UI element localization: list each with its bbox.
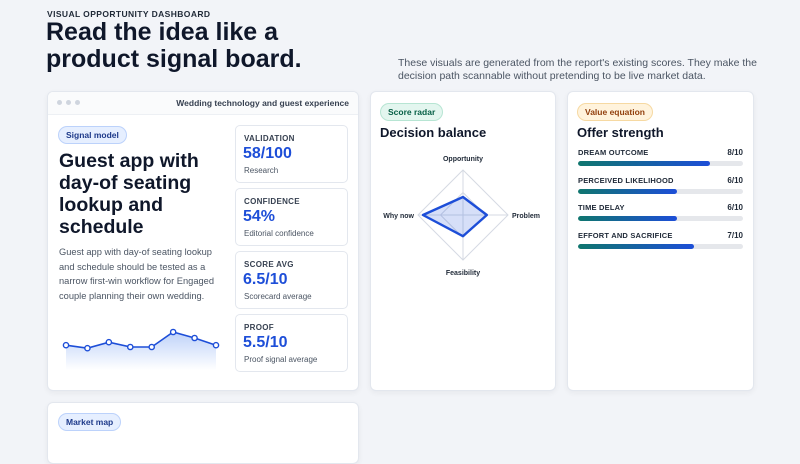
- metric-sub: Research: [244, 166, 279, 175]
- metric-card: SCORE AVG 6.5/10 Scorecard average: [235, 251, 348, 309]
- bar: [578, 216, 677, 221]
- window-dot: [57, 100, 62, 105]
- eyebrow: VISUAL OPPORTUNITY DASHBOARD: [47, 9, 211, 19]
- metric-value: 6.5/10: [243, 271, 288, 288]
- metric-value: 58/100: [243, 145, 292, 162]
- window-bar: Wedding technology and guest experience: [48, 92, 358, 115]
- metric-value: 5.5/10: [243, 334, 288, 351]
- bar-label: DREAM OUTCOME: [578, 148, 649, 157]
- page-title: Read the idea like a product signal boar…: [46, 18, 302, 73]
- metric-card: CONFIDENCE 54% Editorial confidence: [235, 188, 348, 246]
- value-label: 6/10: [727, 203, 743, 212]
- spark-point: [105, 338, 113, 346]
- spark-line: [65, 331, 217, 350]
- bar: [578, 243, 694, 249]
- pill: Market map: [58, 413, 122, 431]
- window-dot: [66, 100, 71, 105]
- value-card: Value equation Offer strength DREAM OUTC…: [567, 91, 754, 391]
- spark-point: [126, 343, 134, 351]
- market-card: Market map: [47, 402, 359, 464]
- window-title: Wedding technology and guest experience: [176, 98, 349, 108]
- bar-track: [578, 216, 743, 221]
- metric-label: SCORE AVG: [244, 260, 294, 269]
- pill: Signal model: [58, 126, 127, 144]
- metric-sub: Scorecard average: [244, 292, 312, 301]
- bar-track: [578, 161, 743, 166]
- spark-point: [191, 334, 198, 342]
- metric-label: CONFIDENCE: [244, 197, 300, 206]
- spark-point: [148, 343, 156, 351]
- value-label: 8/10: [727, 148, 743, 157]
- card-title: Decision balance: [380, 125, 487, 140]
- bar: [578, 188, 677, 194]
- bar-label: TIME DELAY: [578, 203, 625, 212]
- bar-track: [578, 188, 743, 194]
- page: {"header": {"eyebrow": "VISUAL OPPORTUNI…: [46, 9, 757, 464]
- radar-label: Feasibility: [446, 270, 480, 277]
- bar-label: PERCEIVED LIKELIHOOD: [578, 175, 674, 185]
- metric-card: VALIDATION 58/100 Research: [235, 125, 348, 183]
- pill: Value equation: [577, 103, 653, 121]
- bar-label: EFFORT AND SACRIFICE: [578, 230, 673, 240]
- metric-label: PROOF: [244, 323, 274, 332]
- radar-shape: [421, 195, 489, 238]
- bar-track: [578, 243, 743, 249]
- value-label: 6/10: [727, 175, 743, 185]
- radar-label: Why now: [383, 213, 414, 220]
- spark-point: [62, 341, 70, 349]
- sparkline: [62, 328, 220, 370]
- metric-value: 54%: [243, 208, 276, 225]
- metric-label: VALIDATION: [244, 134, 295, 143]
- metric-card: PROOF 5.5/10 Proof signal average: [235, 314, 348, 372]
- radar-chart: Opportunity Problem Feasibility Why now: [383, 156, 540, 277]
- spark-point: [212, 341, 220, 349]
- radar-label: Problem: [512, 213, 540, 220]
- metric-sub: Editorial confidence: [244, 229, 314, 238]
- description: These visuals are generated from the rep…: [398, 57, 757, 82]
- body-text: Guest app with day-of seating lookup and…: [59, 247, 215, 301]
- bar: [578, 161, 710, 166]
- radar-card: Score radar Decision balance Opportunity…: [370, 91, 556, 391]
- signal-card: Wedding technology and guest experience …: [47, 91, 359, 391]
- radar-label: Opportunity: [443, 156, 483, 163]
- spark-point: [169, 328, 177, 336]
- value-label: 7/10: [727, 230, 743, 240]
- spark-point: [84, 344, 91, 352]
- pill: Score radar: [380, 103, 444, 121]
- spark-area: [66, 332, 216, 370]
- headline: Guest app with day-of seating lookup and…: [59, 150, 199, 238]
- card-title: Offer strength: [577, 125, 664, 140]
- metric-sub: Proof signal average: [244, 355, 318, 364]
- window-dot: [75, 100, 80, 105]
